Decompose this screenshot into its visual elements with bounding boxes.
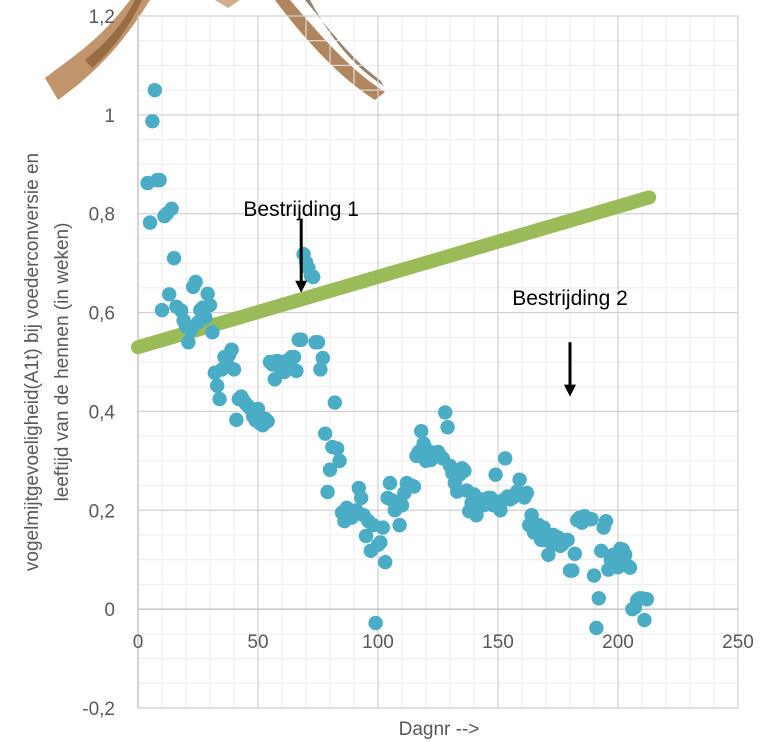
data-point [565, 563, 580, 578]
data-point [375, 520, 390, 535]
data-point [598, 513, 614, 529]
data-point [594, 543, 609, 559]
data-point [205, 325, 220, 340]
x-tick-label: 0 [133, 632, 144, 653]
annotation-arrow-head [295, 280, 308, 293]
data-point [382, 475, 398, 491]
data-point [145, 114, 160, 129]
x-tick-label: 250 [722, 632, 754, 653]
data-point [286, 349, 302, 365]
data-point [358, 528, 374, 544]
annotation-label: Bestrijding 1 [243, 198, 359, 221]
x-tick-label: 100 [362, 632, 394, 653]
annotations: Bestrijding 1 Bestrijding 2 [243, 198, 628, 397]
data-point [512, 472, 527, 487]
data-point [250, 401, 266, 417]
data-point [584, 511, 599, 527]
data-points [140, 82, 654, 636]
data-point [392, 517, 407, 533]
data-point [198, 310, 213, 325]
data-point [589, 620, 604, 636]
data-point [378, 554, 393, 570]
data-point [212, 391, 227, 407]
data-point [320, 484, 335, 500]
x-axis-title: Dagnr --> [399, 719, 480, 740]
data-point [560, 532, 575, 548]
data-point [618, 547, 633, 562]
y-axis-title-line-1: vogelmijtgevoeligheid(A1t) bij voedercon… [22, 153, 43, 571]
data-point [152, 172, 167, 188]
data-point [639, 592, 654, 607]
axis-labels: Dagnr --> vogelmijtgevoeligheid(A1t) bij… [22, 7, 754, 740]
data-point [181, 335, 196, 350]
data-point [322, 462, 338, 477]
data-point [142, 215, 158, 230]
data-point [414, 424, 429, 439]
data-point [306, 269, 321, 285]
data-point [327, 395, 342, 410]
trend-line [131, 190, 657, 355]
trendline [131, 190, 657, 355]
y-tick-label: 0,6 [89, 304, 115, 325]
data-point [488, 467, 503, 482]
data-point [440, 420, 455, 435]
data-point [586, 568, 602, 583]
data-point [289, 363, 304, 379]
data-point [498, 451, 513, 466]
data-point [438, 405, 453, 420]
data-point [224, 342, 239, 357]
data-point [277, 364, 292, 380]
data-point [541, 547, 556, 562]
data-point [591, 591, 606, 606]
data-point [166, 251, 182, 266]
annotation-label: Bestrijding 2 [512, 287, 628, 310]
data-point [188, 274, 203, 290]
data-point [457, 463, 472, 478]
data-point [313, 362, 328, 377]
y-tick-label: 1 [104, 106, 115, 127]
data-point [354, 490, 369, 506]
data-point [164, 201, 179, 216]
data-point [567, 546, 582, 561]
data-point [226, 362, 242, 377]
data-point [210, 378, 225, 393]
data-point [637, 612, 652, 628]
data-point [154, 302, 170, 318]
data-point [318, 426, 333, 441]
data-point [162, 287, 177, 302]
data-point [330, 441, 345, 456]
data-point [368, 615, 383, 631]
data-point [294, 332, 309, 347]
x-tick-label: 50 [247, 632, 268, 653]
data-point [394, 498, 410, 513]
y-tick-label: 0 [104, 600, 115, 621]
data-point [622, 560, 638, 575]
data-point [260, 414, 275, 429]
data-point [310, 335, 326, 350]
x-tick-label: 200 [602, 632, 634, 653]
data-point [519, 485, 534, 501]
annotation-arrow-head [564, 384, 576, 397]
data-point [373, 535, 388, 550]
y-tick-label: 1,2 [89, 7, 115, 28]
x-tick-label: 150 [482, 632, 514, 653]
data-point [229, 412, 244, 428]
y-tick-label: 0,8 [89, 205, 115, 226]
data-point [524, 508, 539, 523]
data-point [332, 453, 347, 469]
data-point [147, 82, 162, 98]
data-point [406, 479, 422, 494]
data-point [315, 350, 330, 366]
y-tick-label: 0,4 [89, 402, 116, 423]
y-tick-label: -0,2 [82, 699, 115, 720]
data-point [200, 286, 215, 301]
data-point [202, 297, 218, 313]
y-tick-label: 0,2 [89, 501, 115, 522]
y-axis-title-line-2: leeftijd van de hennen (in weken) [52, 223, 73, 502]
